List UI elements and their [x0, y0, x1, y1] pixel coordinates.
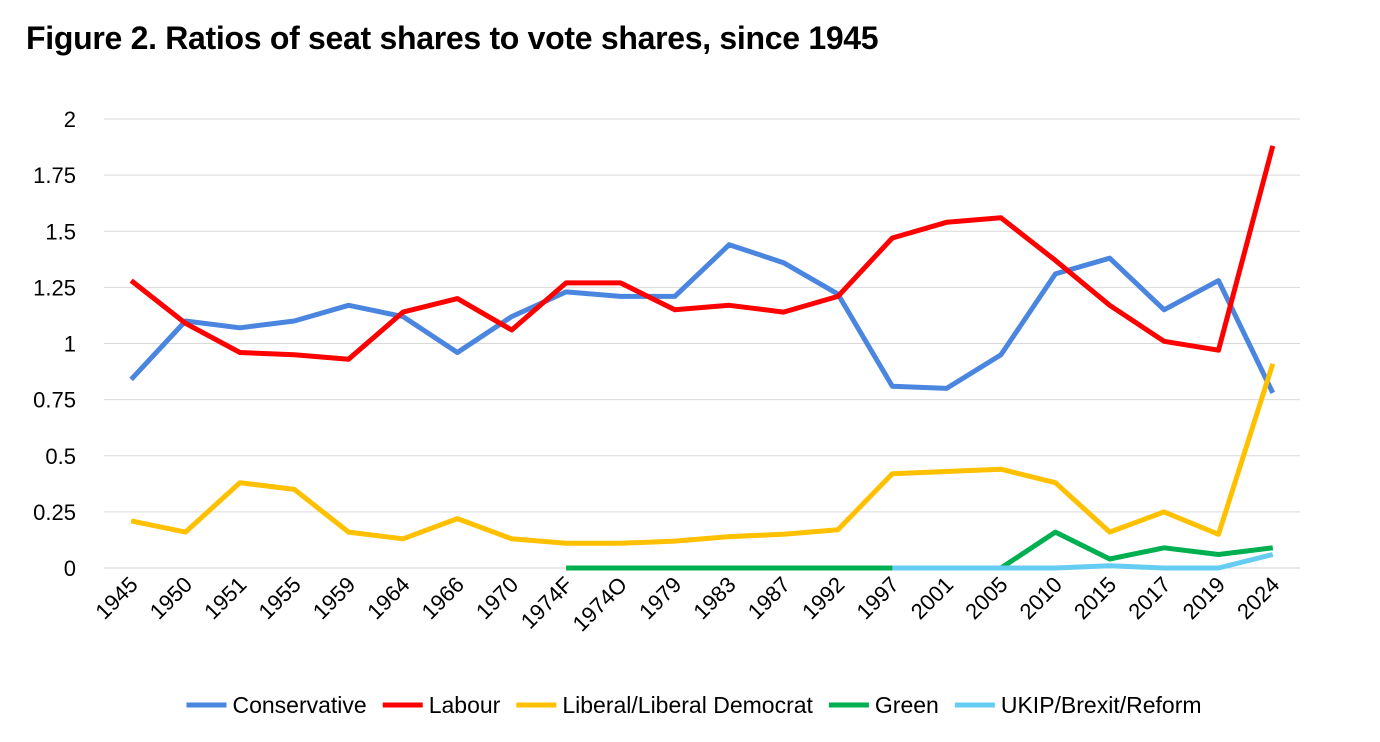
y-tick-label: 0.5: [45, 444, 76, 469]
legend-label: UKIP/Brexit/Reform: [1001, 692, 1202, 718]
legend: Conservative Labour Liberal/Liberal Democr…: [186, 692, 1202, 718]
series-line-green: [566, 529, 1274, 571]
series-green: [565, 529, 1274, 571]
y-tick-label: 0.25: [33, 500, 76, 525]
series-line-conservative: [129, 242, 1276, 394]
x-tick-label: 1987: [743, 572, 795, 624]
x-tick-label: 1983: [688, 572, 740, 624]
y-tick-label: 1.5: [45, 219, 76, 244]
x-tick-label: 2017: [1123, 572, 1175, 624]
x-tick-label: 2019: [1178, 572, 1230, 624]
legend-label: Conservative: [232, 692, 366, 718]
y-tick-label: 0.75: [33, 388, 76, 413]
x-tick-label: 2024: [1232, 572, 1284, 624]
legend-item: UKIP/Brexit/Reform: [954, 692, 1202, 718]
x-tick-label: 1950: [145, 572, 197, 624]
series-liberal-liberal-democrat: [130, 362, 1276, 546]
y-tick-label: 0: [64, 556, 76, 581]
chart-title: Figure 2. Ratios of seat shares to vote …: [26, 20, 879, 56]
x-tick-label: 1992: [797, 572, 849, 624]
x-tick-label: 1951: [199, 572, 251, 624]
series-labour: [129, 145, 1276, 362]
series-line-labour: [129, 145, 1276, 362]
series-lines: [129, 145, 1276, 571]
y-tick-label: 2: [64, 107, 76, 132]
x-tick-label: 1974O: [568, 572, 632, 636]
legend-item: Labour: [382, 692, 501, 718]
y-tick-label: 1: [64, 332, 76, 357]
legend-item: Conservative: [186, 692, 367, 718]
x-tick-label: 1955: [254, 572, 306, 624]
x-tick-label: 1945: [90, 572, 142, 624]
series-conservative: [129, 242, 1276, 394]
legend-label: Labour: [429, 692, 501, 718]
x-tick-label: 1964: [362, 572, 414, 624]
y-tick-label: 1.25: [33, 275, 76, 300]
x-tick-label: 1966: [417, 572, 469, 624]
legend-item: Green: [828, 692, 939, 718]
x-tick-label: 2005: [960, 572, 1012, 624]
x-tick-label: 1979: [634, 572, 686, 624]
series-ukip-brexit-reform: [892, 552, 1274, 571]
y-tick-label: 1.75: [33, 163, 76, 188]
x-axis-ticks: 1945 1950 1951 1955 1959 1964 1966 19701974F197…: [90, 572, 1284, 636]
x-tick-label: 1997: [852, 572, 904, 624]
x-tick-label: 2015: [1069, 572, 1121, 624]
legend-item: Liberal/Liberal Democrat: [516, 692, 814, 718]
x-tick-label: 2010: [1015, 572, 1067, 624]
series-line-liberal-liberal-democrat: [130, 362, 1276, 546]
gridlines: [104, 118, 1300, 569]
x-tick-label: 2001: [906, 572, 958, 624]
y-axis-ticks: 0 0.25 0.5 0.75 1 1.25 1.5 1.75 2: [33, 107, 76, 581]
legend-label: Green: [875, 692, 939, 718]
series-line-ukip-brexit-reform: [892, 552, 1274, 571]
x-tick-label: 1959: [308, 572, 360, 624]
x-tick-label: 1974F: [516, 572, 578, 634]
legend-label: Liberal/Liberal Democrat: [562, 692, 813, 718]
